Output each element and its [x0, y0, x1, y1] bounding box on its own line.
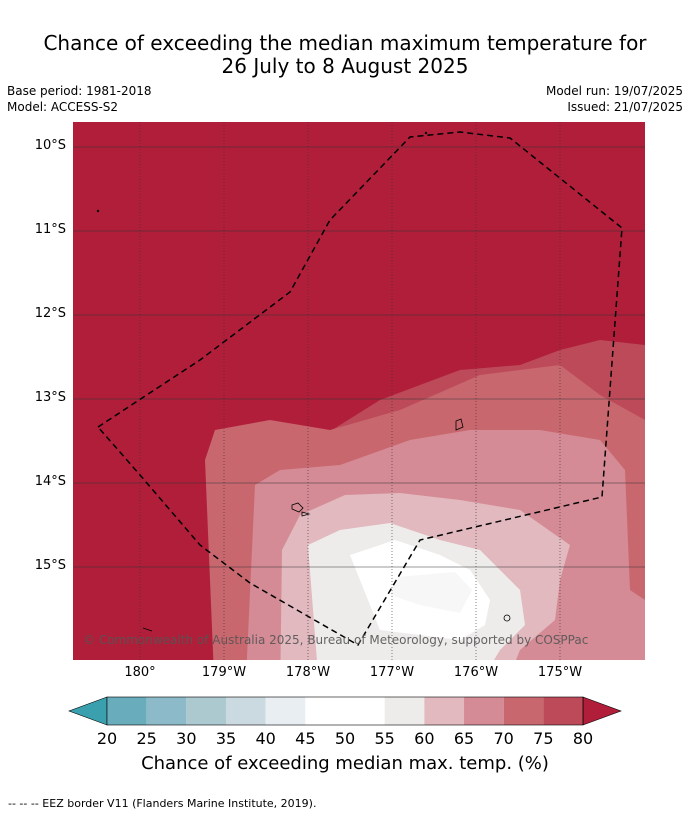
- graticule: [73, 122, 645, 660]
- chart-title-line2: 26 July to 8 August 2025: [221, 54, 469, 78]
- colorbar-swatch: [226, 697, 266, 725]
- colorbar-tick-label: 55: [374, 729, 395, 748]
- colorbar-tick-label: 50: [334, 729, 356, 748]
- colorbar-swatch: [345, 697, 385, 725]
- lat-label: 11°S: [34, 222, 66, 237]
- colorbar-tick-label: 60: [414, 729, 435, 748]
- colorbar-tick-label: 30: [176, 729, 197, 748]
- colorbar-swatch: [186, 697, 227, 725]
- lat-label: 14°S: [34, 474, 66, 489]
- colorbar-title: Chance of exceeding median max. temp. (%…: [141, 753, 549, 774]
- copyright-notice: © Commonwealth of Australia 2025, Bureau…: [83, 633, 589, 647]
- colorbar-tick-label: 20: [96, 729, 118, 748]
- colorbar-tick-label: 70: [493, 729, 514, 748]
- colorbar-swatch: [384, 697, 425, 725]
- lon-label: 179°W: [201, 665, 247, 680]
- base-period: Base period: 1981-2018: [7, 84, 152, 98]
- chart-title-line1: Chance of exceeding the median maximum t…: [43, 31, 647, 55]
- lat-label: 15°S: [34, 558, 66, 573]
- colorbar-tick-label: 35: [215, 729, 237, 748]
- colorbar-extend-high: [582, 696, 622, 726]
- lon-label: 176°W: [453, 665, 499, 680]
- colorbar-swatch: [503, 697, 544, 725]
- colorbar-tick-label: 40: [255, 729, 276, 748]
- colorbar-swatch: [146, 697, 187, 725]
- colorbar-swatch: [543, 697, 584, 725]
- lon-label: 175°W: [537, 665, 583, 680]
- colorbar-frame: [106, 696, 584, 726]
- colorbar-swatch: [424, 697, 465, 725]
- islands: [96, 131, 511, 632]
- lat-label: 12°S: [34, 306, 66, 321]
- lon-label: 180°: [124, 665, 156, 680]
- eez-border: [96, 131, 623, 647]
- model-name: Model: ACCESS-S2: [7, 100, 119, 114]
- colorbar-tick-label: 25: [136, 729, 157, 748]
- eez-footnote: -- -- -- EEZ border V11 (Flanders Marine…: [8, 797, 317, 810]
- lat-label: 13°S: [34, 390, 66, 405]
- model-run: Model run: 19/07/2025: [545, 84, 683, 98]
- colorbar-tick-label: 75: [533, 729, 554, 748]
- contour-45: [390, 572, 472, 613]
- colorbar-swatch: [464, 697, 504, 725]
- lat-label: 10°S: [34, 138, 66, 153]
- probability-map: [73, 122, 645, 660]
- colorbar-tick-label: 45: [295, 729, 316, 748]
- issued-date: Issued: 21/07/2025: [567, 100, 683, 114]
- colorbar-tick-label: 80: [572, 729, 594, 748]
- colorbar-swatch: [107, 697, 147, 725]
- colorbar-extend-low: [68, 696, 108, 726]
- lon-label: 177°W: [369, 665, 415, 680]
- colorbar-swatch: [305, 697, 346, 725]
- lon-label: 178°W: [285, 665, 331, 680]
- colorbar-tick-label: 65: [453, 729, 475, 748]
- colorbar-swatch: [265, 697, 306, 725]
